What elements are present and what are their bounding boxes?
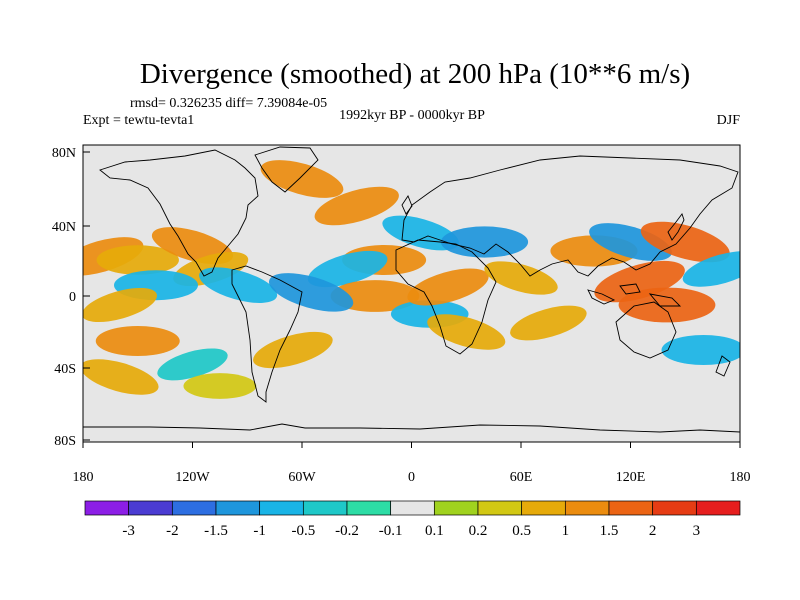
longitude-axis: 180 120W 60W 0 60E 120E 180 bbox=[73, 442, 751, 485]
divergence-region-positive bbox=[253, 331, 333, 369]
divergence-region-positive bbox=[640, 221, 730, 263]
lat-tick-label: 40N bbox=[52, 220, 76, 235]
latitude-axis: 80N 40N 0 40S 80S bbox=[52, 146, 90, 449]
divergence-region-positive bbox=[83, 287, 157, 323]
coast-eurasia bbox=[401, 155, 739, 277]
colorbar-swatch bbox=[695, 500, 741, 516]
colorbar-swatch bbox=[215, 500, 261, 516]
colorbar-swatch bbox=[608, 500, 654, 516]
lat-tick-label: 40S bbox=[54, 362, 76, 377]
divergence-region-negative bbox=[682, 251, 740, 287]
coast-japan bbox=[667, 213, 685, 241]
colorbar-swatch bbox=[433, 500, 479, 516]
divergence-region-positive bbox=[260, 160, 344, 198]
season-label: DJF bbox=[717, 113, 741, 128]
colorbar-swatch bbox=[171, 500, 217, 516]
divergence-region-negative bbox=[307, 250, 388, 288]
experiment-label: Expt = tewtu-tevta1 bbox=[83, 113, 194, 128]
divergence-region-positive bbox=[510, 305, 587, 341]
divergence-region-positive bbox=[594, 260, 685, 303]
coastlines bbox=[83, 146, 740, 433]
divergence-region-negative bbox=[199, 267, 278, 303]
colorbar-label: 0.5 bbox=[512, 523, 531, 539]
colorbar-label: -1 bbox=[253, 523, 266, 539]
lon-tick-label: 120W bbox=[175, 470, 210, 485]
lon-tick-label: 180 bbox=[730, 470, 751, 485]
divergence-region-negative bbox=[268, 273, 354, 312]
divergence-region-positive bbox=[427, 314, 506, 350]
colorbar-swatch bbox=[84, 500, 130, 516]
coast-indonesia bbox=[587, 283, 682, 307]
divergence-region-positive bbox=[83, 359, 159, 395]
divergence-region-negative bbox=[661, 335, 740, 365]
lat-tick-label: 80N bbox=[52, 146, 76, 161]
colorbar: -3 -2 -1.5 -1 -0.5 -0.2 -0.1 0.1 0.2 0.5 1 1.5 2 3 bbox=[84, 500, 741, 539]
colorbar-label: -0.5 bbox=[291, 523, 315, 539]
map-panel bbox=[82, 144, 741, 443]
coast-greenland bbox=[254, 146, 319, 193]
divergence-region-positive bbox=[407, 268, 489, 306]
colorbar-swatch bbox=[128, 500, 173, 516]
lon-tick-label: 180 bbox=[73, 470, 94, 485]
divergence-region-positive bbox=[314, 186, 399, 226]
colorbar-swatch bbox=[477, 500, 523, 516]
colorbar-label: -1.5 bbox=[204, 523, 228, 539]
lon-tick-label: 120E bbox=[616, 470, 646, 485]
colorbar-swatch bbox=[346, 500, 392, 516]
colorbar-swatch bbox=[564, 500, 610, 516]
divergence-field bbox=[83, 160, 740, 399]
coast-antarctica bbox=[83, 423, 740, 433]
coast-australia bbox=[615, 301, 677, 359]
divergence-region-positive bbox=[95, 326, 180, 356]
colorbar-swatch bbox=[390, 500, 435, 516]
colorbar-label: 3 bbox=[693, 523, 701, 539]
divergence-region-positive bbox=[618, 287, 716, 323]
colorbar-swatch bbox=[652, 500, 697, 516]
divergence-region-positive bbox=[183, 373, 257, 399]
colorbar-label: 1 bbox=[562, 523, 570, 539]
colorbar-label: 0.2 bbox=[469, 523, 488, 539]
lon-tick-label: 0 bbox=[408, 470, 415, 485]
coast-north-america bbox=[99, 149, 259, 277]
lon-tick-label: 60E bbox=[510, 470, 533, 485]
colorbar-label: 1.5 bbox=[600, 523, 619, 539]
coast-south-america bbox=[231, 265, 303, 403]
lon-tick-label: 60W bbox=[288, 470, 316, 485]
colorbar-label: 2 bbox=[649, 523, 657, 539]
lat-tick-label: 0 bbox=[69, 290, 76, 305]
colorbar-label: -2 bbox=[166, 523, 179, 539]
divergence-region-positive bbox=[96, 245, 179, 275]
coast-new-zealand bbox=[715, 355, 731, 377]
plot-title: Divergence (smoothed) at 200 hPa (10**6 … bbox=[140, 58, 690, 90]
colorbar-swatch bbox=[259, 500, 304, 516]
colorbar-label: -3 bbox=[122, 523, 135, 539]
period-label: 1992kyr BP - 0000kyr BP bbox=[339, 108, 485, 123]
colorbar-label: -0.2 bbox=[335, 523, 359, 539]
divergence-region-negative bbox=[157, 348, 228, 381]
divergence-region-positive bbox=[484, 261, 558, 295]
stats-label: rmsd= 0.326235 diff= 7.39084e-05 bbox=[130, 96, 327, 111]
colorbar-swatch bbox=[521, 500, 566, 516]
divergence-region-negative bbox=[440, 226, 529, 258]
colorbar-label: 0.1 bbox=[425, 523, 444, 539]
colorbar-swatch bbox=[302, 500, 348, 516]
colorbar-label: -0.1 bbox=[379, 523, 403, 539]
coast-africa bbox=[395, 239, 497, 355]
lat-tick-label: 80S bbox=[54, 434, 76, 449]
coast-uk bbox=[401, 195, 413, 215]
divergence-region-negative bbox=[589, 223, 672, 261]
